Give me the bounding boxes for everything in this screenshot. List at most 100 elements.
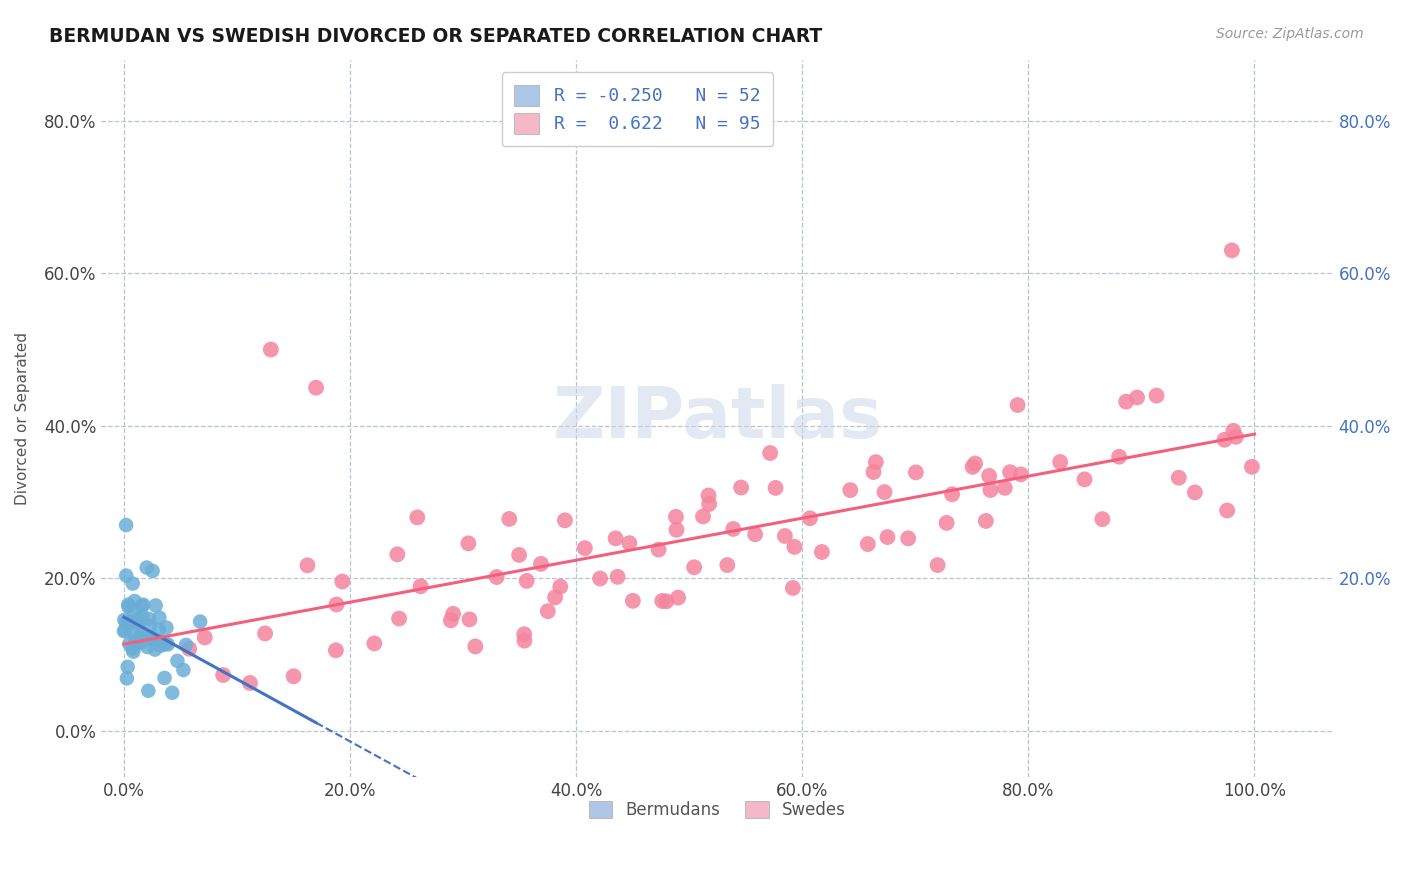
Point xyxy=(254,626,277,640)
Point xyxy=(647,542,669,557)
Point xyxy=(121,576,143,591)
Point xyxy=(118,616,141,631)
Point xyxy=(856,537,879,551)
Y-axis label: Divorced or Separated: Divorced or Separated xyxy=(15,332,30,505)
Point xyxy=(132,598,155,612)
Point xyxy=(149,639,172,653)
Point xyxy=(131,608,153,623)
Point xyxy=(619,536,641,550)
Point xyxy=(194,631,217,645)
Point xyxy=(1049,455,1071,469)
Point xyxy=(283,669,305,683)
Point xyxy=(121,624,143,639)
Point xyxy=(131,635,153,649)
Point xyxy=(979,483,1001,497)
Point xyxy=(145,599,167,613)
Point xyxy=(387,547,409,561)
Point xyxy=(530,557,553,571)
Point xyxy=(464,640,486,654)
Point xyxy=(574,541,596,556)
Point xyxy=(773,529,796,543)
Point xyxy=(716,558,738,572)
Point xyxy=(142,564,165,578)
Point xyxy=(1216,503,1239,517)
Point xyxy=(865,455,887,469)
Point xyxy=(897,532,920,546)
Point xyxy=(325,643,347,657)
Point xyxy=(297,558,319,573)
Point xyxy=(112,624,135,639)
Point xyxy=(131,599,153,613)
Point xyxy=(115,518,138,533)
Point xyxy=(212,668,235,682)
Point xyxy=(166,654,188,668)
Point xyxy=(862,465,884,479)
Point xyxy=(141,631,163,645)
Point xyxy=(765,481,787,495)
Point xyxy=(548,580,571,594)
Point xyxy=(112,613,135,627)
Point xyxy=(979,468,1001,483)
Point xyxy=(605,532,627,546)
Point xyxy=(440,613,463,627)
Point xyxy=(120,615,142,629)
Point xyxy=(136,632,159,647)
Point xyxy=(136,640,159,654)
Point xyxy=(498,512,520,526)
Point xyxy=(409,579,432,593)
Point xyxy=(904,466,927,480)
Point xyxy=(1007,398,1029,412)
Text: ZIPatlas: ZIPatlas xyxy=(553,384,883,453)
Point xyxy=(115,568,138,582)
Point xyxy=(457,536,479,550)
Point xyxy=(458,612,481,626)
Point xyxy=(124,594,146,608)
Point xyxy=(148,610,170,624)
Point xyxy=(148,633,170,648)
Point xyxy=(114,623,136,637)
Point xyxy=(1126,391,1149,405)
Point xyxy=(406,510,429,524)
Point xyxy=(174,638,197,652)
Point xyxy=(965,457,987,471)
Point xyxy=(156,637,179,651)
Point xyxy=(606,570,628,584)
Point xyxy=(325,598,347,612)
Point xyxy=(155,637,177,651)
Point xyxy=(1222,424,1244,438)
Point xyxy=(1240,459,1263,474)
Point xyxy=(117,599,139,614)
Point xyxy=(129,625,152,640)
Point xyxy=(1010,467,1032,482)
Point xyxy=(160,686,183,700)
Point xyxy=(962,459,984,474)
Point xyxy=(759,446,782,460)
Point xyxy=(651,594,673,608)
Point xyxy=(1146,388,1168,402)
Point xyxy=(135,560,157,574)
Point xyxy=(783,540,806,554)
Point xyxy=(125,637,148,651)
Point xyxy=(143,642,166,657)
Point xyxy=(172,663,194,677)
Point xyxy=(876,530,898,544)
Point xyxy=(927,558,949,572)
Point xyxy=(697,497,720,511)
Point xyxy=(666,591,689,605)
Point xyxy=(589,572,612,586)
Point xyxy=(1184,485,1206,500)
Point xyxy=(121,641,143,656)
Point xyxy=(744,527,766,541)
Point xyxy=(621,594,644,608)
Point xyxy=(115,616,138,631)
Point xyxy=(1220,244,1243,258)
Point xyxy=(665,523,688,537)
Point xyxy=(1225,430,1247,444)
Point xyxy=(363,636,385,650)
Point xyxy=(554,513,576,527)
Point xyxy=(153,671,176,685)
Point xyxy=(122,604,145,618)
Point xyxy=(873,485,896,500)
Point xyxy=(692,509,714,524)
Point xyxy=(441,607,464,621)
